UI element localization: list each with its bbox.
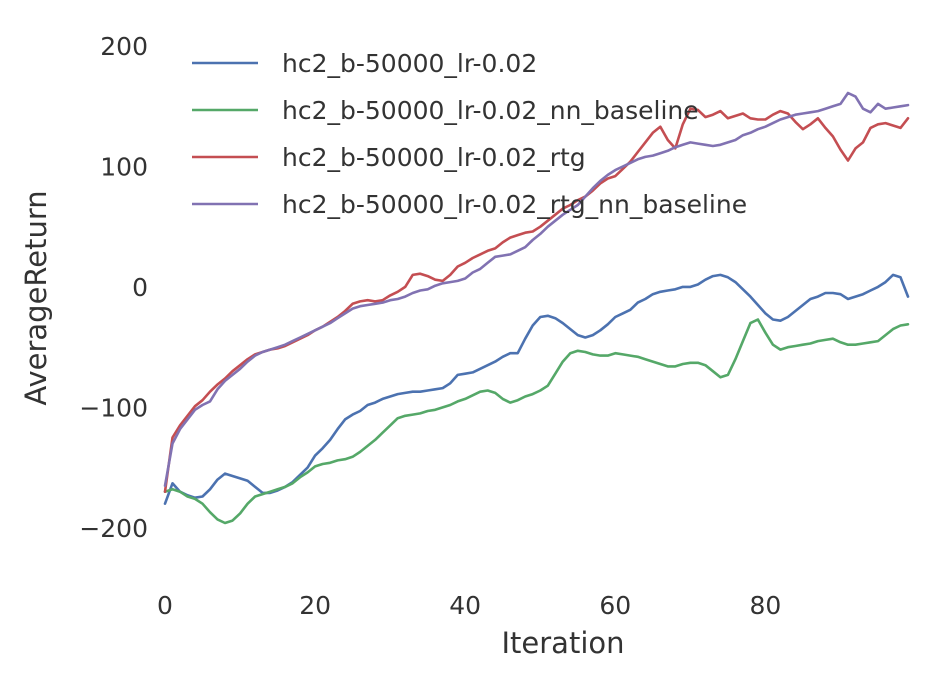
legend-label: hc2_b-50000_lr-0.02_rtg [282,143,586,172]
series-line-4 [163,91,910,488]
legend-label: hc2_b-50000_lr-0.02_nn_baseline [282,96,699,125]
y-axis-ticks: 200 100 0 −100 −200 [79,32,148,543]
x-tick-label: 0 [157,591,173,620]
x-tick-label: 40 [449,591,481,620]
x-axis-ticks: 0 20 40 60 80 [157,591,781,620]
x-tick-label: 80 [749,591,781,620]
legend-label: hc2_b-50000_lr-0.02 [282,49,537,78]
x-tick-label: 20 [299,591,331,620]
legend-label: hc2_b-50000_lr-0.02_rtg_nn_baseline [282,190,747,219]
y-tick-label: 200 [100,32,148,61]
x-axis-label: Iteration [501,626,624,660]
legend: hc2_b-50000_lr-0.02 hc2_b-50000_lr-0.02_n… [192,49,747,219]
y-tick-label: −100 [79,393,148,422]
y-axis-label: AverageReturn [19,190,53,405]
series-line-2 [163,318,910,525]
series-lines [163,91,910,525]
y-tick-label: 100 [100,152,148,181]
y-tick-label: 0 [132,273,148,302]
y-tick-label: −200 [79,514,148,543]
x-tick-label: 60 [599,591,631,620]
